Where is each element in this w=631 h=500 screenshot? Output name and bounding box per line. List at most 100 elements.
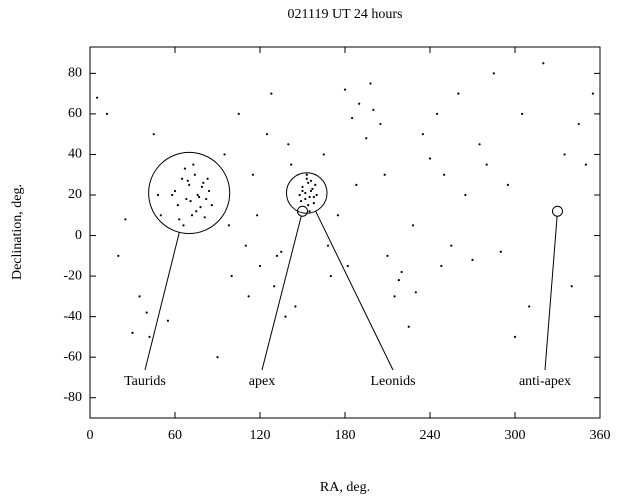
point bbox=[180, 177, 184, 180]
point bbox=[421, 133, 425, 136]
annotation-leader bbox=[315, 210, 394, 371]
point bbox=[256, 214, 259, 217]
point bbox=[305, 177, 308, 180]
point bbox=[301, 185, 304, 188]
annotation-circle bbox=[285, 172, 328, 214]
point bbox=[230, 274, 233, 278]
point bbox=[307, 204, 310, 207]
point bbox=[386, 254, 389, 257]
y-tick-label: -40 bbox=[63, 309, 82, 324]
annotation-label: apex bbox=[249, 374, 275, 389]
point bbox=[379, 122, 382, 126]
y-tick-label: 40 bbox=[68, 147, 82, 162]
point bbox=[196, 193, 199, 197]
x-tick-label: 60 bbox=[168, 428, 182, 443]
point bbox=[358, 102, 361, 105]
point bbox=[290, 163, 293, 166]
point bbox=[237, 112, 240, 116]
point bbox=[186, 179, 189, 182]
point bbox=[305, 173, 308, 176]
point bbox=[485, 163, 488, 166]
annotation-circle bbox=[148, 151, 231, 235]
point bbox=[124, 218, 127, 221]
point bbox=[428, 157, 432, 160]
point bbox=[492, 72, 495, 75]
point bbox=[365, 137, 368, 140]
point bbox=[270, 92, 273, 95]
point bbox=[308, 195, 311, 199]
point bbox=[173, 189, 177, 193]
x-tick-label: 0 bbox=[87, 428, 94, 443]
x-tick-label: 120 bbox=[250, 428, 271, 443]
point bbox=[563, 153, 566, 156]
x-tick-label: 360 bbox=[590, 428, 611, 443]
x-tick-label: 240 bbox=[420, 428, 441, 443]
point bbox=[182, 224, 185, 227]
point bbox=[200, 185, 204, 188]
point bbox=[315, 193, 318, 197]
point bbox=[227, 224, 230, 227]
point bbox=[301, 189, 304, 193]
point bbox=[314, 183, 317, 186]
point bbox=[280, 250, 283, 253]
point bbox=[188, 183, 191, 186]
point bbox=[156, 193, 160, 197]
point bbox=[294, 305, 297, 308]
point bbox=[197, 195, 201, 199]
annotation-leader bbox=[544, 216, 558, 371]
point bbox=[450, 244, 453, 247]
y-tick-label: 0 bbox=[75, 228, 82, 243]
x-tick-label: 180 bbox=[335, 428, 356, 443]
point bbox=[308, 210, 311, 213]
point bbox=[307, 181, 310, 184]
point bbox=[275, 254, 279, 257]
point bbox=[223, 153, 226, 156]
y-tick-label: -20 bbox=[63, 268, 82, 283]
x-axis-label: RA, deg. bbox=[320, 480, 370, 495]
point bbox=[148, 335, 151, 339]
point bbox=[584, 163, 587, 166]
point bbox=[202, 181, 205, 184]
point bbox=[520, 112, 524, 116]
annotation-label: Leonids bbox=[370, 374, 415, 389]
point bbox=[95, 96, 99, 99]
point bbox=[304, 197, 307, 201]
point bbox=[542, 62, 545, 65]
point bbox=[346, 264, 349, 268]
x-tick-label: 300 bbox=[505, 428, 526, 443]
point bbox=[145, 311, 148, 314]
y-tick-label: 20 bbox=[68, 187, 82, 202]
point bbox=[311, 187, 314, 191]
point bbox=[185, 197, 188, 201]
point bbox=[205, 197, 208, 201]
point bbox=[400, 270, 403, 274]
point bbox=[216, 356, 219, 359]
y-axis-label: Declination, deg. bbox=[10, 184, 25, 280]
point bbox=[513, 335, 517, 339]
point bbox=[199, 206, 202, 209]
point bbox=[171, 193, 174, 197]
point bbox=[176, 204, 179, 207]
point bbox=[190, 214, 194, 217]
point bbox=[265, 133, 269, 136]
point bbox=[298, 193, 301, 197]
point bbox=[499, 250, 502, 253]
point bbox=[414, 291, 417, 294]
point bbox=[577, 122, 580, 126]
point bbox=[372, 108, 375, 111]
annotation-label: Taurids bbox=[124, 374, 166, 389]
point bbox=[258, 264, 262, 268]
point bbox=[105, 112, 109, 116]
point bbox=[464, 193, 467, 197]
point bbox=[528, 305, 531, 308]
point bbox=[203, 216, 206, 219]
point bbox=[206, 177, 209, 180]
y-tick-label: -80 bbox=[63, 390, 82, 405]
annotation-leader bbox=[261, 215, 302, 371]
point bbox=[284, 315, 287, 318]
point bbox=[210, 204, 213, 207]
point bbox=[369, 82, 372, 85]
point bbox=[440, 264, 443, 268]
point bbox=[435, 112, 439, 116]
